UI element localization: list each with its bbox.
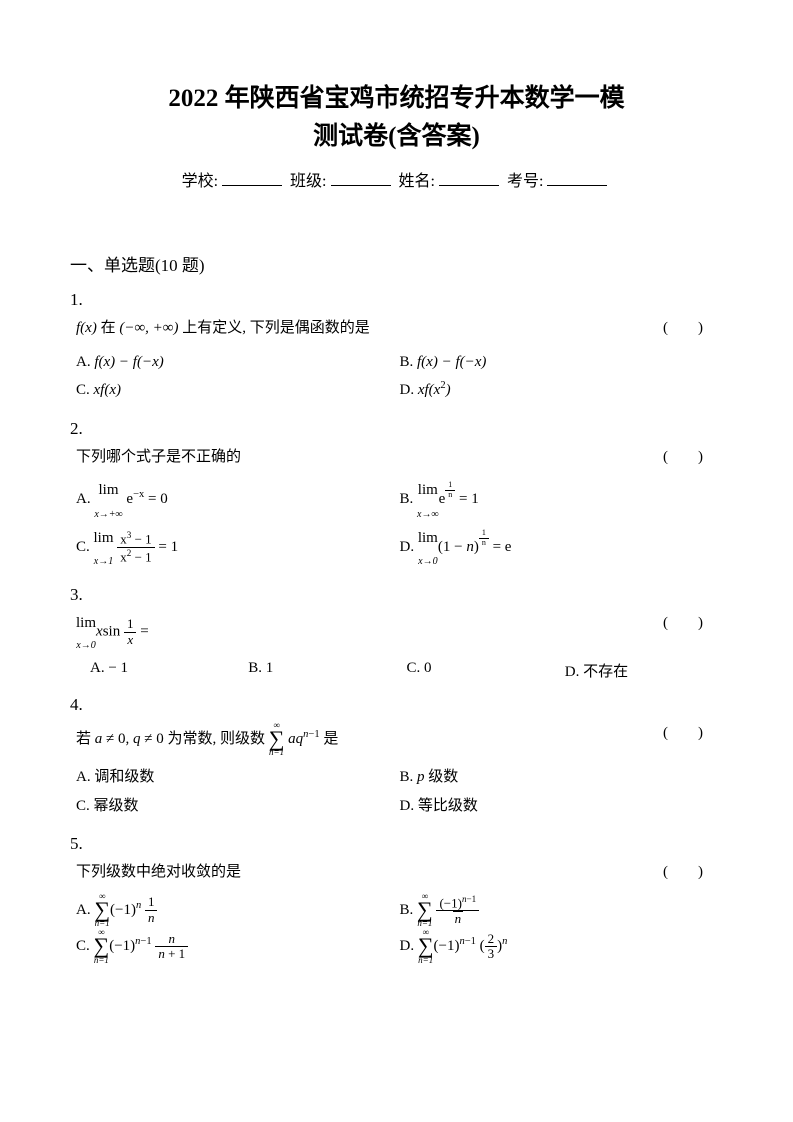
question-number: 4. bbox=[70, 695, 723, 715]
answer-paren: ( ) bbox=[663, 611, 703, 637]
question-number: 3. bbox=[70, 585, 723, 605]
info-line: 学校: 班级: 姓名: 考号: bbox=[70, 167, 723, 191]
choice-item[interactable]: C. 幂级数 bbox=[76, 792, 400, 821]
choice-item[interactable]: D. ∞∑n=1(−1)n−1 (23)n bbox=[400, 928, 724, 965]
title-line2: 测试卷(含答案) bbox=[70, 118, 723, 156]
choice-item[interactable]: D. limx→0(1 − n)1n = e bbox=[400, 524, 724, 572]
choice-item[interactable]: A. ∞∑n=1(−1)n 1n bbox=[76, 892, 400, 929]
choice-item[interactable]: C. xf(x) bbox=[76, 376, 400, 405]
choice-item[interactable]: C. 0 bbox=[407, 660, 565, 681]
question-number: 2. bbox=[70, 419, 723, 439]
question-stem: 下列哪个式子是不正确的( ) bbox=[76, 445, 723, 471]
section-title: 一、单选题(10 题) bbox=[70, 251, 723, 276]
choices: A. ∞∑n=1(−1)n 1nB. ∞∑n=1 (−1)n−1nC. ∞∑n=… bbox=[76, 892, 723, 965]
examno-blank[interactable] bbox=[547, 170, 607, 186]
question-number: 5. bbox=[70, 834, 723, 854]
class-blank[interactable] bbox=[331, 170, 391, 186]
name-blank[interactable] bbox=[439, 170, 499, 186]
choices: A. 调和级数B. p 级数C. 幂级数D. 等比级数 bbox=[76, 763, 723, 820]
question-stem: f(x) 在 (−∞, +∞) 上有定义, 下列是偶函数的是( ) bbox=[76, 316, 723, 342]
answer-paren: ( ) bbox=[663, 316, 703, 342]
answer-paren: ( ) bbox=[663, 860, 703, 886]
choice-item[interactable]: A. − 1 bbox=[90, 660, 248, 681]
choice-item[interactable]: B. limx→∞e1n = 1 bbox=[400, 476, 724, 524]
choice-item[interactable]: A. 调和级数 bbox=[76, 763, 400, 792]
questions-container: 1. f(x) 在 (−∞, +∞) 上有定义, 下列是偶函数的是( ) A. f(… bbox=[70, 290, 723, 965]
school-blank[interactable] bbox=[222, 170, 282, 186]
answer-paren: ( ) bbox=[663, 445, 703, 471]
choice-item[interactable]: C. ∞∑n=1(−1)n−1 nn + 1 bbox=[76, 928, 400, 965]
name-label: 姓名: bbox=[399, 173, 435, 190]
choice-item[interactable]: D. xf(x2) bbox=[400, 376, 724, 405]
choices: A. − 1B. 1C. 0D. 不存在 bbox=[90, 660, 723, 681]
choice-item[interactable]: A. limx→+∞ e−x = 0 bbox=[76, 476, 400, 524]
class-label: 班级: bbox=[290, 173, 326, 190]
choice-item[interactable]: B. 1 bbox=[248, 660, 406, 681]
examno-label: 考号: bbox=[507, 173, 543, 190]
question-number: 1. bbox=[70, 290, 723, 310]
choice-item[interactable]: B. p 级数 bbox=[400, 763, 724, 792]
choice-item[interactable]: D. 不存在 bbox=[565, 660, 723, 681]
school-label: 学校: bbox=[182, 173, 218, 190]
choice-item[interactable]: B. f(x) − f(−x) bbox=[400, 348, 724, 377]
choice-item[interactable]: C. limx→1 x3 − 1x2 − 1 = 1 bbox=[76, 524, 400, 572]
question-stem: limx→0xsin 1x =( ) bbox=[76, 611, 723, 654]
choice-item[interactable]: A. f(x) − f(−x) bbox=[76, 348, 400, 377]
title-line1: 2022 年陕西省宝鸡市统招专升本数学一模 bbox=[70, 80, 723, 118]
choice-item[interactable]: B. ∞∑n=1 (−1)n−1n bbox=[400, 892, 724, 929]
choice-item[interactable]: D. 等比级数 bbox=[400, 792, 724, 821]
choices: A. limx→+∞ e−x = 0B. limx→∞e1n = 1C. lim… bbox=[76, 476, 723, 571]
choices: A. f(x) − f(−x)B. f(x) − f(−x)C. xf(x)D.… bbox=[76, 348, 723, 405]
answer-paren: ( ) bbox=[663, 721, 703, 747]
question-stem: 下列级数中绝对收敛的是( ) bbox=[76, 860, 723, 886]
question-stem: 若 a ≠ 0, q ≠ 0 为常数, 则级数 ∞∑n=1 aqn−1 是( ) bbox=[76, 721, 723, 758]
